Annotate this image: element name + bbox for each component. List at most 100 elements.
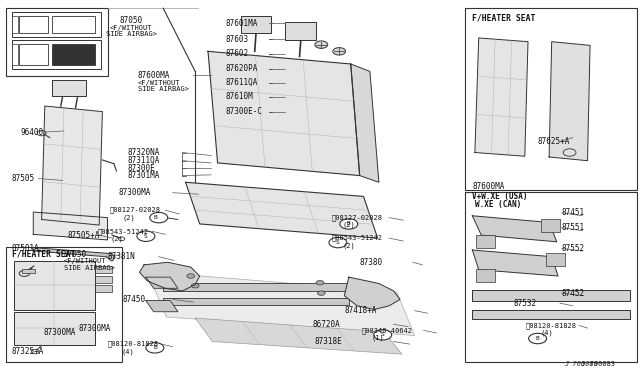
Circle shape xyxy=(315,41,328,48)
Text: 87318E: 87318E xyxy=(315,337,342,346)
Polygon shape xyxy=(31,247,115,261)
Text: 86720A: 86720A xyxy=(312,320,340,329)
Text: <F/WITHOUT: <F/WITHOUT xyxy=(64,258,106,264)
Bar xyxy=(12,16,18,33)
Text: Ⓑ08120-81828: Ⓑ08120-81828 xyxy=(108,341,159,347)
Bar xyxy=(163,298,349,305)
Bar xyxy=(52,44,95,65)
Text: SIDE AIRBAG>: SIDE AIRBAG> xyxy=(64,265,115,271)
Text: Ⓑ08127-02028: Ⓑ08127-02028 xyxy=(110,207,161,214)
Polygon shape xyxy=(186,182,378,238)
Circle shape xyxy=(146,343,164,353)
Text: 87050: 87050 xyxy=(64,250,87,259)
Circle shape xyxy=(329,237,347,248)
Text: V+W.XE (USA): V+W.XE (USA) xyxy=(472,192,528,201)
Text: Ⓑ08127-02028: Ⓑ08127-02028 xyxy=(332,214,383,221)
Text: B: B xyxy=(536,336,540,341)
Bar xyxy=(33,266,112,273)
Text: (4): (4) xyxy=(122,348,134,355)
Text: (2): (2) xyxy=(110,235,123,242)
Text: W.XE (CAN): W.XE (CAN) xyxy=(475,200,521,209)
Polygon shape xyxy=(472,216,557,242)
Circle shape xyxy=(374,330,392,340)
Bar xyxy=(52,16,95,33)
Bar xyxy=(476,235,495,248)
Polygon shape xyxy=(351,64,379,182)
Bar xyxy=(33,276,112,283)
Polygon shape xyxy=(33,212,108,240)
Text: 87501A: 87501A xyxy=(12,244,39,253)
Text: 87300E: 87300E xyxy=(128,164,156,173)
Text: 87603: 87603 xyxy=(225,35,248,44)
Text: <F/WITHOUT: <F/WITHOUT xyxy=(110,25,152,31)
Circle shape xyxy=(150,212,168,223)
Text: 87300E-C: 87300E-C xyxy=(225,107,262,116)
Text: 87551: 87551 xyxy=(562,223,585,232)
Text: 87611QA: 87611QA xyxy=(225,78,258,87)
Bar xyxy=(12,12,101,37)
Polygon shape xyxy=(344,277,400,310)
Polygon shape xyxy=(147,272,415,336)
Bar xyxy=(19,16,48,33)
Polygon shape xyxy=(472,250,558,276)
Polygon shape xyxy=(208,51,360,176)
Bar xyxy=(476,269,495,282)
Circle shape xyxy=(333,48,346,55)
Bar xyxy=(22,269,35,273)
Text: 87600MA: 87600MA xyxy=(138,71,170,80)
Text: Ⓢ08543-51242: Ⓢ08543-51242 xyxy=(332,235,383,241)
Circle shape xyxy=(317,291,325,295)
Circle shape xyxy=(316,280,324,285)
Bar xyxy=(546,253,565,266)
Text: 87301MA: 87301MA xyxy=(128,171,161,180)
Text: S: S xyxy=(144,234,148,239)
Bar xyxy=(465,192,637,362)
Text: Ⓢ08340-40642: Ⓢ08340-40642 xyxy=(362,327,413,334)
Text: 87311QA: 87311QA xyxy=(128,156,161,165)
Text: 87418+A: 87418+A xyxy=(344,306,377,315)
Text: 87601MA: 87601MA xyxy=(225,19,258,28)
Text: 87532: 87532 xyxy=(513,299,536,308)
Text: F/HEATER SEAT: F/HEATER SEAT xyxy=(12,249,75,258)
Text: 87451: 87451 xyxy=(562,208,585,217)
Text: 96400: 96400 xyxy=(20,128,44,137)
Text: 87602: 87602 xyxy=(225,49,248,58)
Text: 87625+A: 87625+A xyxy=(538,137,570,146)
Text: 87050: 87050 xyxy=(120,16,143,25)
Text: 87620PA: 87620PA xyxy=(225,64,258,73)
Text: SIDE AIRBAG>: SIDE AIRBAG> xyxy=(106,31,157,37)
Text: 87552: 87552 xyxy=(562,244,585,253)
Bar xyxy=(14,261,95,310)
Text: B: B xyxy=(153,345,157,350)
Polygon shape xyxy=(549,42,590,161)
Text: 87300MA: 87300MA xyxy=(44,328,76,337)
Polygon shape xyxy=(195,318,402,354)
Circle shape xyxy=(191,283,199,288)
Text: B: B xyxy=(347,221,351,227)
Text: <F/WITHOUT: <F/WITHOUT xyxy=(138,80,180,86)
Bar xyxy=(465,8,637,190)
Text: Ⓑ08120-81828: Ⓑ08120-81828 xyxy=(526,322,577,329)
Bar xyxy=(14,312,95,345)
Text: 87505+A: 87505+A xyxy=(67,231,100,240)
Bar xyxy=(52,80,86,96)
Polygon shape xyxy=(146,277,178,288)
Text: 87505: 87505 xyxy=(12,174,35,183)
Circle shape xyxy=(137,231,155,241)
Text: (1): (1) xyxy=(371,334,384,341)
Circle shape xyxy=(340,219,358,229)
Text: 87320NA: 87320NA xyxy=(128,148,161,157)
Bar xyxy=(33,285,112,292)
Bar xyxy=(163,283,349,291)
Polygon shape xyxy=(475,38,528,156)
Text: F/HEATER SEAT: F/HEATER SEAT xyxy=(472,13,536,22)
Polygon shape xyxy=(472,310,630,319)
Text: 87381N: 87381N xyxy=(108,252,135,261)
Text: (2): (2) xyxy=(123,214,136,221)
Text: 87380: 87380 xyxy=(360,258,383,267)
Text: (2): (2) xyxy=(342,222,355,228)
Bar xyxy=(6,8,108,76)
Bar xyxy=(285,22,316,40)
Text: SIDE AIRBAG>: SIDE AIRBAG> xyxy=(138,86,189,92)
Polygon shape xyxy=(140,262,200,291)
